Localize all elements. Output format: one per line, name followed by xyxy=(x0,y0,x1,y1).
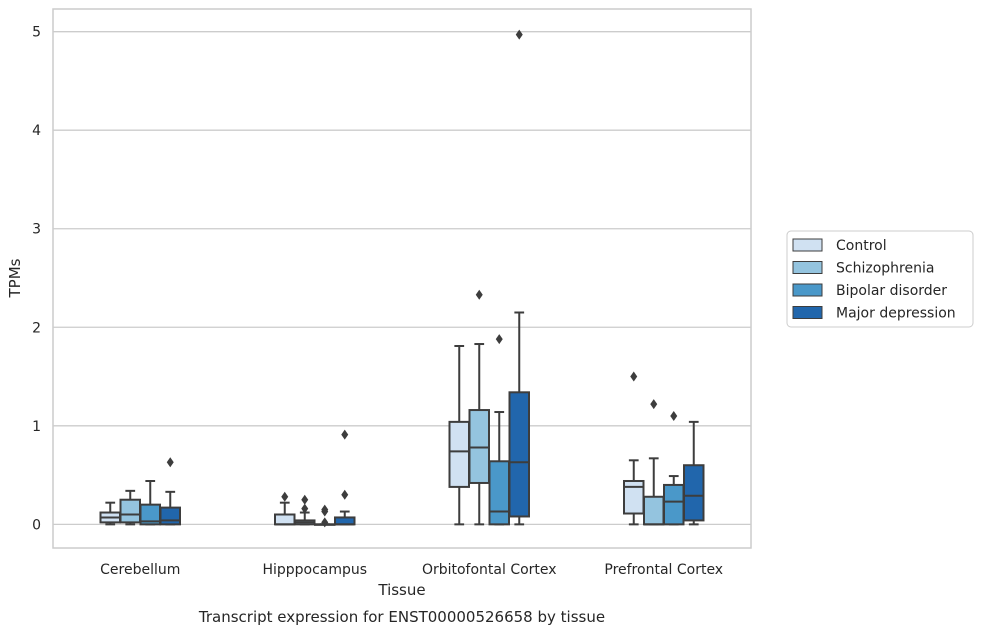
box xyxy=(488,460,510,526)
box-group xyxy=(294,494,316,526)
box xyxy=(663,483,685,526)
gridlines xyxy=(53,31,751,526)
series-group xyxy=(119,289,665,526)
x-tick-label: Cerebellum xyxy=(100,562,180,578)
legend-label: Bipolar disorder xyxy=(836,283,947,299)
box xyxy=(623,479,645,515)
box xyxy=(159,506,181,526)
box-group xyxy=(683,420,705,526)
box-group xyxy=(314,504,336,528)
legend-label: Schizophrenia xyxy=(836,261,934,277)
y-tick-label: 5 xyxy=(32,25,41,41)
outlier-point xyxy=(650,399,658,410)
outlier-point xyxy=(301,503,309,514)
box-group xyxy=(334,429,356,526)
box-group xyxy=(488,334,510,526)
box-series xyxy=(99,29,705,528)
y-axis-label: TPMs xyxy=(6,258,24,298)
outlier-point xyxy=(166,457,174,468)
outlier-point xyxy=(341,489,349,500)
y-tick-label: 4 xyxy=(32,123,41,139)
box xyxy=(448,420,470,488)
outlier-point xyxy=(321,517,329,528)
box-group xyxy=(623,371,645,526)
x-tick-label: Orbitofontal Cortex xyxy=(422,562,557,578)
box-group xyxy=(119,489,141,526)
y-tick-label: 1 xyxy=(32,419,41,435)
outlier-point xyxy=(341,429,349,440)
outlier-point xyxy=(630,371,638,382)
outlier-point xyxy=(301,494,309,505)
y-tick-label: 0 xyxy=(32,517,41,533)
outlier-point xyxy=(495,334,503,345)
legend: Control Schizophrenia Bipolar disorder Majo… xyxy=(786,230,974,328)
x-tick-label: Prefrontal Cortex xyxy=(604,562,723,578)
outlier-point xyxy=(670,410,678,421)
legend-swatch xyxy=(792,261,823,274)
x-axis-label: Tissue xyxy=(377,581,425,599)
y-tick-labels: 0 1 2 3 4 5 xyxy=(32,25,41,534)
box xyxy=(274,513,296,526)
legend-item: Schizophrenia xyxy=(792,261,934,277)
box-group xyxy=(274,491,296,526)
chart-caption: Transcript expression for ENST0000052665… xyxy=(198,608,605,626)
series-group xyxy=(99,344,645,526)
outlier-point xyxy=(321,504,329,515)
box-group xyxy=(448,344,470,526)
series-group xyxy=(159,29,705,526)
box xyxy=(508,391,530,518)
box-group xyxy=(643,399,665,526)
legend-label: Major depression xyxy=(836,306,956,322)
legend-frame xyxy=(786,230,974,328)
box xyxy=(683,464,705,522)
box-group xyxy=(99,501,121,526)
box xyxy=(334,516,356,526)
y-tick-label: 2 xyxy=(32,320,41,336)
legend-item: Major depression xyxy=(792,306,956,322)
legend-item: Bipolar disorder xyxy=(792,283,947,299)
box-group xyxy=(468,289,490,526)
box-group xyxy=(508,29,530,526)
outlier-point xyxy=(281,491,289,502)
box-group xyxy=(159,457,181,526)
y-tick-label: 3 xyxy=(32,222,41,238)
plot-frame xyxy=(52,8,752,549)
box xyxy=(643,495,665,526)
legend-label: Control xyxy=(836,238,887,254)
legend-swatch xyxy=(792,238,823,252)
box-group xyxy=(663,410,685,526)
legend-swatch xyxy=(792,283,823,297)
x-tick-labels: Cerebellum Hipppocampus Orbitofontal Corte… xyxy=(100,562,723,578)
outlier-point xyxy=(475,289,483,300)
box-group xyxy=(139,479,161,526)
legend-swatch xyxy=(792,306,823,319)
outlier-point xyxy=(515,29,523,40)
legend-item: Control xyxy=(792,238,887,254)
box xyxy=(119,498,141,524)
series-group xyxy=(139,334,685,528)
x-tick-label: Hipppocampus xyxy=(262,562,367,578)
